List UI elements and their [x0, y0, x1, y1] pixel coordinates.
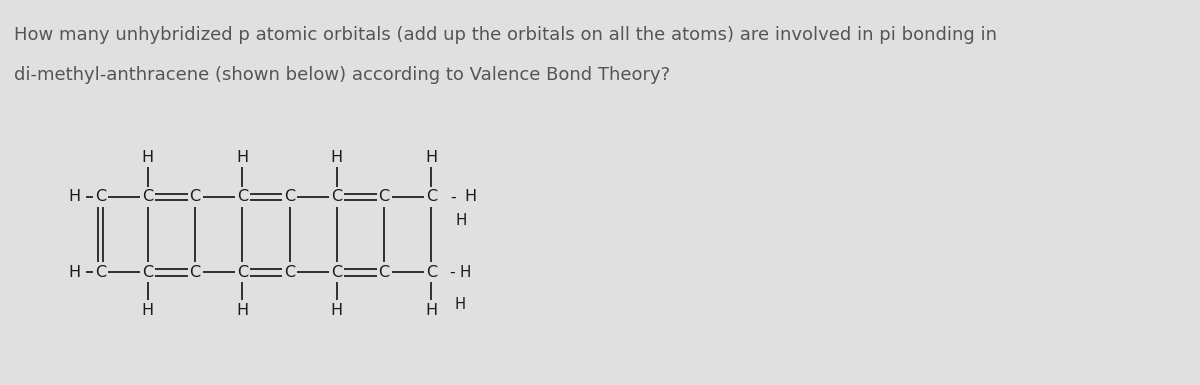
- Text: H: H: [331, 303, 343, 318]
- Text: -: -: [450, 189, 456, 204]
- Text: H: H: [236, 303, 248, 318]
- Text: C: C: [284, 265, 295, 280]
- Text: C: C: [426, 189, 437, 204]
- Text: How many unhybridized p atomic orbitals (add up the orbitals on all the atoms) a: How many unhybridized p atomic orbitals …: [13, 26, 997, 44]
- Text: H: H: [236, 150, 248, 165]
- Text: C: C: [236, 189, 248, 204]
- Text: H: H: [425, 150, 438, 165]
- Text: C: C: [190, 189, 200, 204]
- Text: C: C: [190, 265, 200, 280]
- Text: H: H: [68, 189, 80, 204]
- Text: C: C: [236, 265, 248, 280]
- Text: H: H: [425, 303, 438, 318]
- Text: H: H: [456, 213, 467, 228]
- Text: C: C: [379, 189, 390, 204]
- Text: H: H: [331, 150, 343, 165]
- Text: C: C: [379, 265, 390, 280]
- Text: C: C: [331, 265, 342, 280]
- Text: C: C: [143, 189, 154, 204]
- Text: H: H: [68, 265, 80, 280]
- Text: C: C: [95, 265, 106, 280]
- Text: C: C: [95, 189, 106, 204]
- Text: H: H: [142, 150, 154, 165]
- Text: di-methyl-anthracene (shown below) according to Valence Bond Theory?: di-methyl-anthracene (shown below) accor…: [13, 66, 670, 84]
- Text: H: H: [464, 189, 476, 204]
- Text: C: C: [284, 189, 295, 204]
- Text: H: H: [142, 303, 154, 318]
- Text: C: C: [143, 265, 154, 280]
- Text: C: C: [331, 189, 342, 204]
- Text: -: -: [449, 265, 455, 280]
- Text: H: H: [460, 265, 472, 280]
- Text: C: C: [426, 265, 437, 280]
- Text: H: H: [455, 297, 466, 312]
